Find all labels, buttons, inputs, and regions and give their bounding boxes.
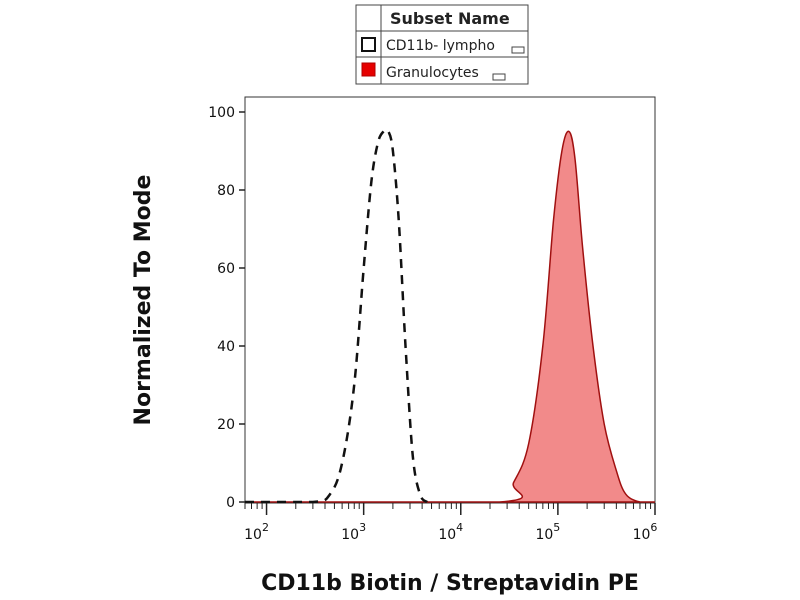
y-tick-label: 40 — [217, 339, 235, 355]
plot-frame — [244, 96, 656, 504]
x-tick-label: 103 — [341, 521, 366, 543]
y-axis-title: Normalized To Mode — [131, 175, 156, 426]
series-cd11b-lympho-line — [245, 128, 429, 504]
y-tick-label: 20 — [217, 417, 235, 433]
legend-label-trailing-box — [511, 46, 525, 54]
legend-frame — [355, 4, 529, 85]
y-axis: 0 20 40 60 80 100 — [208, 105, 245, 511]
x-axis-title: CD11b Biotin / Streptavidin PE — [261, 571, 639, 596]
legend-label-cd11b-lympho: CD11b- lympho — [386, 38, 495, 54]
legend-label-granulocytes: Granulocytes — [386, 65, 479, 81]
series-granulocytes-area — [245, 130, 655, 503]
legend-swatch-cd11b-lympho — [361, 37, 376, 52]
y-tick-label: 100 — [208, 105, 235, 121]
y-tick-label: 80 — [217, 183, 235, 199]
legend: Subset Name CD11b- lympho Granulocytes — [355, 4, 529, 85]
x-axis: 102 103 104 105 106 — [244, 503, 657, 543]
legend-swatch-granulocytes — [361, 62, 376, 77]
legend-label-trailing-box — [492, 73, 506, 81]
x-tick-label: 104 — [438, 521, 463, 543]
y-tick-label: 60 — [217, 261, 235, 277]
legend-title: Subset Name — [390, 9, 510, 28]
x-tick-label: 102 — [244, 521, 269, 543]
y-tick-label: 0 — [226, 495, 235, 511]
x-tick-label: 106 — [633, 521, 658, 543]
x-tick-label: 105 — [535, 521, 560, 543]
